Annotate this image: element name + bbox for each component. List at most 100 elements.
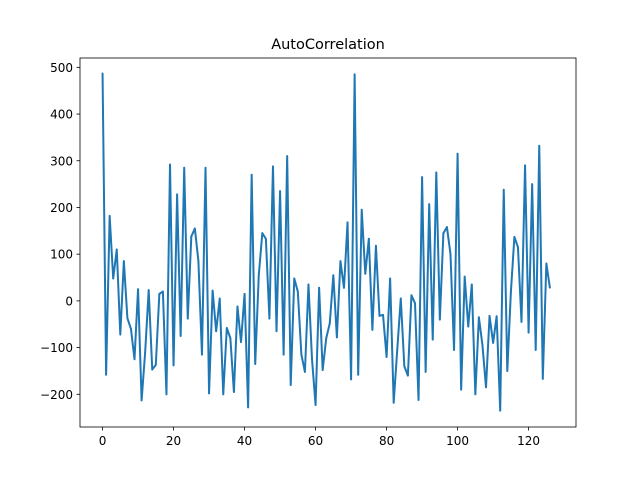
data-point [339, 260, 342, 263]
data-point [438, 318, 441, 321]
data-point [446, 226, 448, 228]
data-point [211, 289, 214, 292]
data-point [296, 290, 299, 293]
data-point [144, 351, 147, 354]
data-point [520, 321, 523, 323]
data-point [470, 283, 473, 286]
data-point [130, 328, 132, 330]
data-point [293, 277, 296, 280]
data-point [272, 165, 274, 168]
data-point [449, 253, 452, 256]
data-point [243, 292, 246, 295]
data-point [176, 193, 179, 196]
data-point [517, 246, 519, 249]
y-tick-label: 0 [65, 294, 73, 308]
x-tick-label: 20 [166, 434, 181, 448]
data-point [396, 349, 399, 351]
data-point [282, 353, 285, 356]
data-point [261, 232, 264, 235]
data-point [488, 314, 491, 317]
data-point [229, 337, 232, 340]
data-point [375, 244, 377, 247]
data-point [186, 317, 189, 320]
x-tick-label: 100 [446, 434, 469, 448]
data-point [289, 384, 292, 386]
data-point [442, 232, 445, 235]
data-point [460, 388, 463, 391]
data-point [541, 377, 544, 380]
data-point [399, 297, 402, 300]
data-point [137, 288, 139, 291]
data-point [268, 317, 271, 320]
data-point [502, 188, 505, 191]
data-point [275, 330, 278, 333]
data-point [165, 393, 168, 396]
x-tick-label: 80 [379, 434, 394, 448]
data-point [254, 363, 257, 365]
plot-frame [79, 57, 577, 428]
data-point [527, 331, 530, 334]
data-point [474, 393, 477, 396]
data-point [477, 316, 480, 319]
data-point [335, 336, 338, 339]
data-point [506, 370, 509, 372]
data-point [414, 302, 416, 305]
data-point [392, 401, 395, 404]
data-point [240, 341, 242, 343]
y-tick-label: 400 [50, 108, 73, 122]
y-tick-label: −200 [40, 388, 73, 402]
data-point [311, 358, 313, 361]
data-point [481, 344, 484, 347]
data-point [208, 392, 210, 395]
data-point [300, 353, 303, 356]
data-point [357, 373, 360, 376]
data-point [197, 260, 200, 263]
data-point [151, 368, 154, 371]
data-point [112, 277, 115, 280]
data-point [140, 399, 143, 402]
data-point [350, 378, 352, 381]
data-point [169, 163, 171, 166]
data-point [115, 248, 118, 251]
data-point [378, 314, 381, 317]
data-point [147, 289, 150, 292]
data-point [332, 274, 335, 277]
data-point [318, 286, 321, 289]
data-point [101, 72, 104, 75]
data-point [257, 274, 260, 277]
data-point [286, 155, 289, 157]
data-point [172, 364, 175, 367]
series-line [101, 73, 551, 412]
data-point [343, 286, 345, 289]
data-point-group [101, 72, 551, 412]
data-point [371, 328, 374, 331]
data-point [545, 262, 548, 265]
data-point [364, 272, 367, 275]
data-point [353, 73, 356, 76]
data-point [549, 286, 551, 289]
data-point [456, 152, 459, 155]
data-point [105, 373, 107, 376]
data-point [403, 365, 406, 368]
data-point [485, 386, 487, 389]
data-point [193, 227, 196, 230]
x-tick-label: 60 [308, 434, 323, 448]
data-point [162, 290, 164, 293]
data-point [467, 325, 470, 328]
y-tick-label: 200 [50, 201, 73, 215]
data-point [122, 260, 125, 263]
y-tick-label: 300 [50, 154, 73, 168]
data-point [222, 393, 225, 396]
data-point [307, 283, 310, 286]
data-point [247, 406, 250, 409]
data-point [495, 315, 498, 318]
x-tick-label: 0 [99, 434, 107, 448]
data-point [154, 363, 157, 366]
data-point [346, 221, 349, 224]
x-tick-label: 120 [517, 434, 540, 448]
data-point [367, 237, 370, 240]
data-point [108, 214, 111, 217]
data-point [321, 369, 324, 371]
series-line-group [101, 73, 551, 412]
